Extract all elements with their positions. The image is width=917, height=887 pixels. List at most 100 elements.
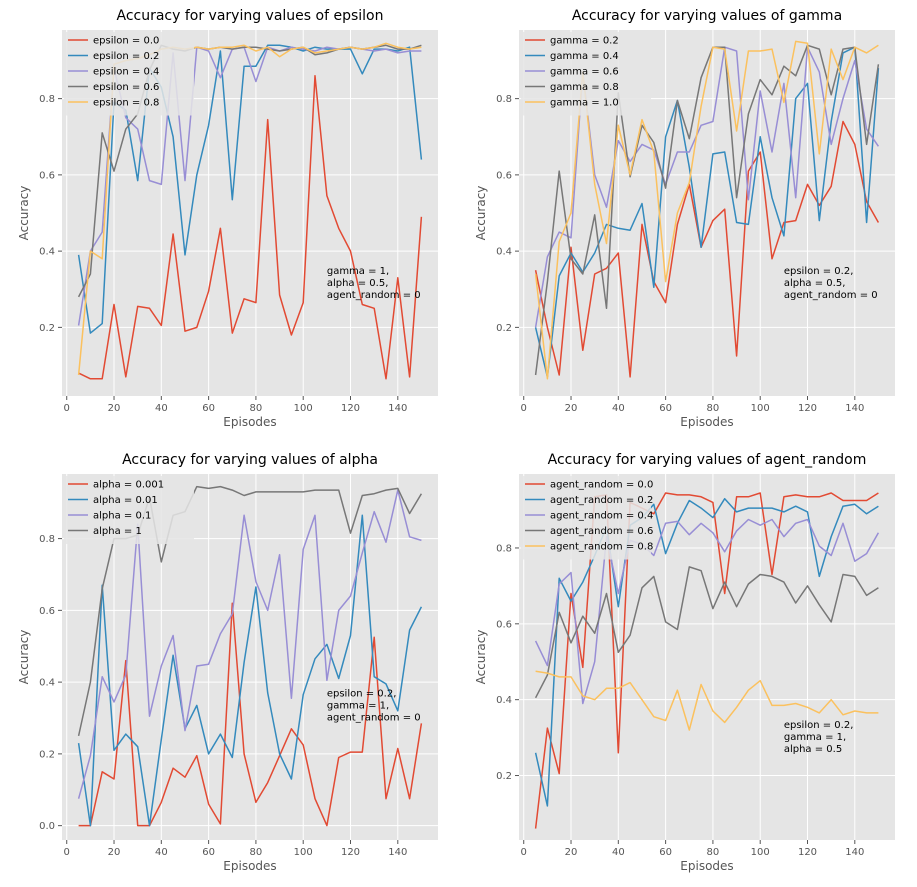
legend-label: agent_random = 0.6 xyxy=(550,526,653,537)
chart-gamma: 0 20 40 60 80 100 120 140 0.2 0.4 0.6 0.8 Accuracy f… xyxy=(474,8,895,429)
x-axis-label: Episodes xyxy=(680,859,733,873)
x-tick-label: 140 xyxy=(845,847,864,858)
x-tick-label: 100 xyxy=(294,847,313,858)
x-tick-label: 120 xyxy=(798,847,817,858)
legend-label: epsilon = 0.2 xyxy=(93,51,159,62)
legend-frame xyxy=(521,32,651,116)
y-tick-label: 0.2 xyxy=(496,323,512,334)
x-tick-label: 60 xyxy=(659,847,672,858)
legend-label: agent_random = 0.4 xyxy=(550,511,653,522)
legend-label: epsilon = 0.4 xyxy=(93,67,159,78)
annotation-line: gamma = 1, xyxy=(327,700,389,711)
x-tick-label: 60 xyxy=(202,847,215,858)
legend-label: alpha = 0.01 xyxy=(93,495,158,506)
legend: agent_random = 0.0 agent_random = 0.2 agen… xyxy=(521,476,653,560)
annotation-line: epsilon = 0.2, xyxy=(784,720,854,731)
y-axis-label: Accuracy xyxy=(17,630,31,685)
y-tick-label: 0.8 xyxy=(39,534,55,545)
annotation-line: alpha = 0.5 xyxy=(784,744,842,755)
x-tick-label: 120 xyxy=(798,403,817,414)
x-tick-label: 40 xyxy=(612,403,625,414)
legend-frame xyxy=(64,476,194,544)
x-tick-label: 100 xyxy=(751,403,770,414)
x-tick-label: 120 xyxy=(341,847,360,858)
x-tick-label: 40 xyxy=(155,847,168,858)
chart-agent-random: 0 20 40 60 80 100 120 140 0.2 0.4 0.6 0.8 Accuracy f… xyxy=(474,452,895,873)
legend-label: alpha = 1 xyxy=(93,526,142,537)
x-tick-label: 40 xyxy=(155,403,168,414)
series-line-1 xyxy=(78,602,423,827)
chart-title: Accuracy for varying values of agent_ran… xyxy=(548,452,867,468)
x-tick-label: 60 xyxy=(659,403,672,414)
y-tick-label: 0.2 xyxy=(39,749,55,760)
y-tick-label: 0.2 xyxy=(39,323,55,334)
legend-label: alpha = 0.1 xyxy=(93,511,151,522)
x-tick-label: 20 xyxy=(565,847,578,858)
y-tick-label: 0.4 xyxy=(39,678,55,689)
y-tick-label: 0.4 xyxy=(496,247,512,258)
y-tick-label: 0.8 xyxy=(496,94,512,105)
legend-label: gamma = 1.0 xyxy=(550,98,619,109)
series-line-4 xyxy=(534,44,880,376)
y-tick-label: 0.4 xyxy=(39,247,55,258)
legend-label: gamma = 0.2 xyxy=(550,36,619,47)
y-tick-label: 0.4 xyxy=(496,695,512,706)
x-tick-label: 0 xyxy=(64,403,70,414)
x-tick-label: 140 xyxy=(388,847,407,858)
legend: epsilon = 0.0 epsilon = 0.2 epsilon = 0.4 e… xyxy=(64,32,194,116)
chart-title: Accuracy for varying values of gamma xyxy=(572,8,842,24)
legend-label: epsilon = 0.8 xyxy=(93,98,159,109)
y-tick-label: 0.2 xyxy=(496,771,512,782)
x-axis-label: Episodes xyxy=(680,415,733,429)
annotation-line: epsilon = 0.2, xyxy=(784,266,854,277)
legend-label: gamma = 0.4 xyxy=(550,51,619,62)
y-axis-label: Accuracy xyxy=(474,630,488,685)
annotation-line: alpha = 0.5, xyxy=(327,278,389,289)
series-line-5 xyxy=(535,670,879,731)
series-line-3 xyxy=(534,46,880,328)
x-tick-label: 20 xyxy=(565,403,578,414)
legend-label: gamma = 0.8 xyxy=(550,82,619,93)
annotation-line: agent_random = 0 xyxy=(327,712,421,723)
legend-label: alpha = 0.001 xyxy=(93,480,164,491)
annotation-line: alpha = 0.5, xyxy=(784,278,846,289)
chart-epsilon: 0 20 40 60 80 100 120 140 0.2 0.4 0.6 0.8 Accuracy f… xyxy=(17,8,438,429)
y-tick-label: 0.6 xyxy=(496,619,512,630)
y-tick-label: 0.6 xyxy=(39,606,55,617)
y-axis-label: Accuracy xyxy=(474,186,488,241)
annotation-line: agent_random = 0 xyxy=(327,290,421,301)
legend-frame xyxy=(64,32,194,116)
series-line-2 xyxy=(77,514,423,827)
legend-label: agent_random = 0.2 xyxy=(550,495,653,506)
x-tick-label: 100 xyxy=(751,847,770,858)
series-line-5 xyxy=(534,40,879,380)
x-tick-label: 100 xyxy=(294,403,313,414)
y-tick-label: 0.6 xyxy=(39,170,55,181)
legend-label: agent_random = 0.8 xyxy=(550,542,653,553)
x-tick-label: 40 xyxy=(612,847,625,858)
series-line-3 xyxy=(77,489,422,799)
x-tick-label: 80 xyxy=(707,403,720,414)
y-tick-label: 0.8 xyxy=(496,543,512,554)
x-tick-label: 80 xyxy=(707,847,720,858)
x-tick-label: 120 xyxy=(341,403,360,414)
chart-title: Accuracy for varying values of epsilon xyxy=(116,8,383,24)
x-tick-label: 140 xyxy=(388,403,407,414)
series-line-2 xyxy=(534,46,880,378)
x-axis-label: Episodes xyxy=(223,415,276,429)
legend-label: epsilon = 0.0 xyxy=(93,36,159,47)
x-tick-label: 80 xyxy=(250,847,263,858)
x-tick-label: 0 xyxy=(521,847,527,858)
chart-alpha: 0 20 40 60 80 100 120 140 0.0 0.2 0.4 0.6 0.8 Accurac… xyxy=(17,452,438,873)
x-tick-label: 140 xyxy=(845,403,864,414)
x-axis-label: Episodes xyxy=(223,859,276,873)
x-tick-label: 80 xyxy=(250,403,263,414)
y-axis-label: Accuracy xyxy=(17,186,31,241)
legend: gamma = 0.2 gamma = 0.4 gamma = 0.6 gamma =… xyxy=(521,32,651,116)
series-line-2 xyxy=(534,497,879,807)
x-tick-label: 20 xyxy=(108,847,121,858)
y-tick-label: 0.8 xyxy=(39,94,55,105)
annotation-line: gamma = 1, xyxy=(327,266,389,277)
series-line-4 xyxy=(534,566,879,699)
